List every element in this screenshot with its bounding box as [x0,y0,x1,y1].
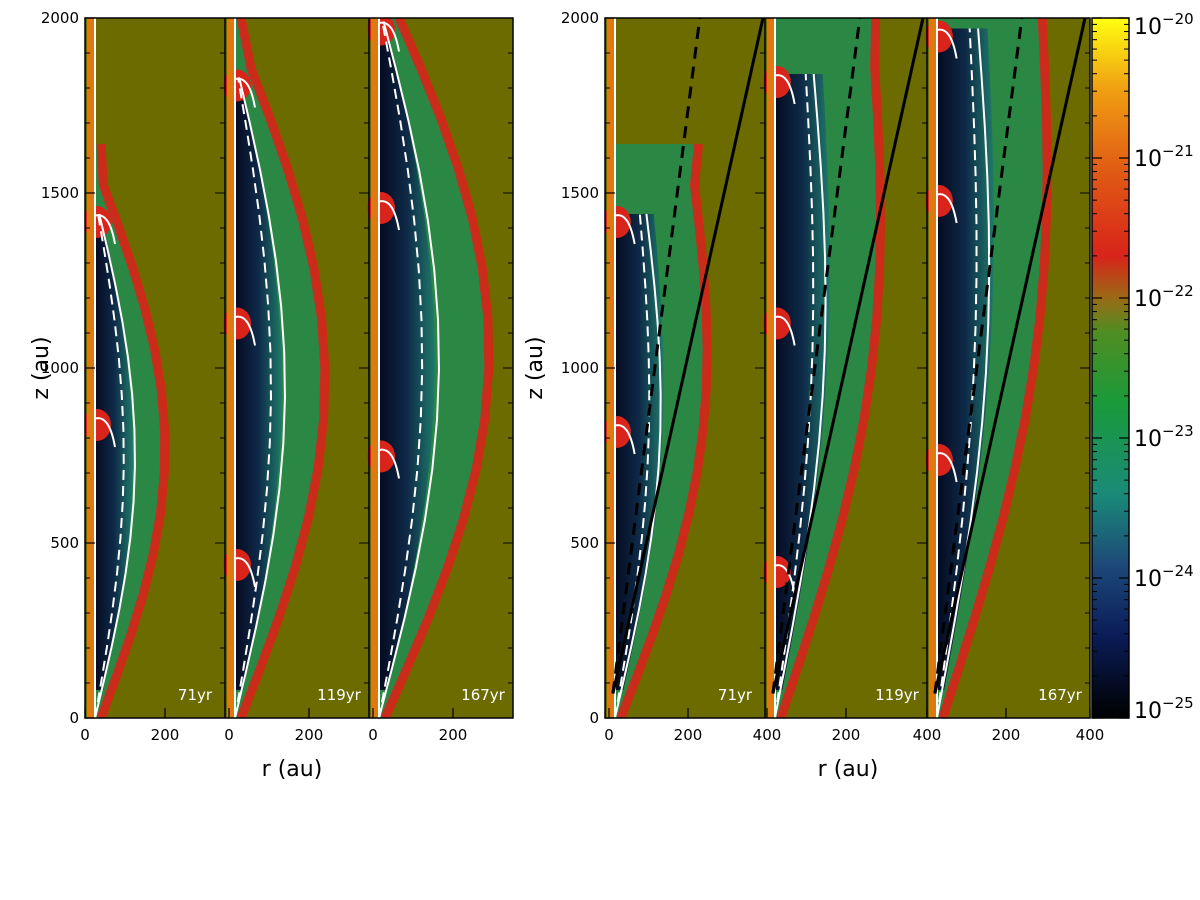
solid-guide-line [611,18,765,694]
contour-solid [773,74,796,105]
jet-cavity [95,214,133,690]
left-ylabel: z (au) [29,336,54,399]
jet-axis [371,18,378,718]
contour-solid [234,77,286,718]
contour-solid [613,213,662,718]
left-panel-2: 119yr [223,18,369,718]
colorbar-tick-label: 10−25 [1134,694,1194,724]
colorbar-tick-label: 10−21 [1134,142,1194,172]
contour-solid [377,448,400,479]
colorbar-tick-label: 10−24 [1134,562,1194,592]
contour-dashed [613,213,651,718]
right-panel-1: 71yr [605,18,765,718]
colorbar-tick-label: 10−20 [1134,10,1194,40]
right-y-tick-label: 0 [589,709,599,727]
contour-solid [935,28,991,718]
right-y-tick-label: 500 [570,534,599,552]
contour-solid [935,193,958,224]
dashed-guide-line [771,18,862,694]
jet-cavity [235,77,282,690]
shock-front [938,18,1052,718]
left-x-tick-label: 200 [439,726,468,744]
left-x-tick-label: 0 [368,726,378,744]
shock-front [96,143,170,718]
right-x-tick-label: 200 [674,726,703,744]
solid-guide-line [933,18,1087,694]
jet-axis [227,18,234,718]
contour-dashed [773,73,815,718]
time-label: 167yr [461,686,506,704]
left-x-tick-label: 0 [224,726,234,744]
contour-solid [377,21,400,52]
time-label: 119yr [317,686,362,704]
right-x-tick-label: 400 [1076,726,1105,744]
contour-dashed [378,21,424,718]
contour-solid [935,452,958,483]
right-y-tick-label: 1000 [561,359,599,377]
left-y-tick-label: 500 [50,534,79,552]
shock-front [236,18,330,718]
right-panel-2: 119yr [762,18,927,718]
right-x-tick-label: 0 [604,726,614,744]
contour-solid [613,424,636,455]
jet-cavity [614,214,664,690]
colorbar-tick-label: 10−23 [1134,422,1194,452]
right-panel-3: 167yr [924,18,1090,718]
colorbar-ticks: 10−20 10−21 10−22 10−23 10−24 10−25 [1092,10,1194,724]
right-x-tick-label: 200 [992,726,1021,744]
time-label: 167yr [1038,686,1083,704]
contour-solid [377,200,400,231]
contour-solid [233,77,256,108]
left-y-tick-label: 0 [69,709,79,727]
contour-solid [613,214,636,245]
left-panel-3: 167yr [367,18,513,718]
contour-solid [93,214,116,245]
contour-solid [233,315,256,346]
jet-cavity [774,74,830,690]
left-y-tick-label: 1000 [41,359,79,377]
contour-solid [773,73,827,718]
right-x-tick-label: 400 [913,726,942,744]
shock-front [380,18,494,718]
left-panel-1: 71yr [85,18,225,718]
left-x-tick-label: 200 [295,726,324,744]
right-ylabel: z (au) [523,336,548,399]
right-xlabel: r (au) [818,757,879,782]
left-xlabel: r (au) [262,757,323,782]
contour-solid [773,315,796,346]
colorbar-tick-label: 10−22 [1134,282,1194,312]
dashed-guide-line [611,18,702,694]
jet-axis [929,18,936,718]
left-x-tick-label: 0 [80,726,90,744]
right-x-tick-label: 200 [832,726,861,744]
right-x-tick-label: 400 [753,726,782,744]
colorbar [1091,17,1130,719]
right-y-tick-label: 1500 [561,184,599,202]
contour-solid [378,21,440,718]
jet-cavity [379,21,435,690]
left-y-tick-label: 2000 [41,9,79,27]
contour-dashed [94,213,125,718]
left-y-tick-label: 1500 [41,184,79,202]
jet-axis [767,18,774,718]
solid-guide-line [771,18,925,694]
time-label: 71yr [178,686,213,704]
right-panel-group: 71yr 119yr 167yr [605,18,1090,718]
contour-dashed [234,77,272,718]
time-label: 71yr [718,686,753,704]
dashed-guide-line [933,18,1024,694]
contour-solid [94,213,136,718]
time-label: 119yr [875,686,920,704]
contour-solid [93,417,116,448]
shock-front [776,18,886,718]
contour-dashed [935,28,978,718]
contour-solid [935,28,958,59]
left-x-tick-label: 200 [151,726,180,744]
shock-front [616,143,712,718]
left-panel-group: 71yr 119yr 167yr [85,18,513,718]
right-y-tick-label: 2000 [561,9,599,27]
contour-solid [233,557,256,588]
